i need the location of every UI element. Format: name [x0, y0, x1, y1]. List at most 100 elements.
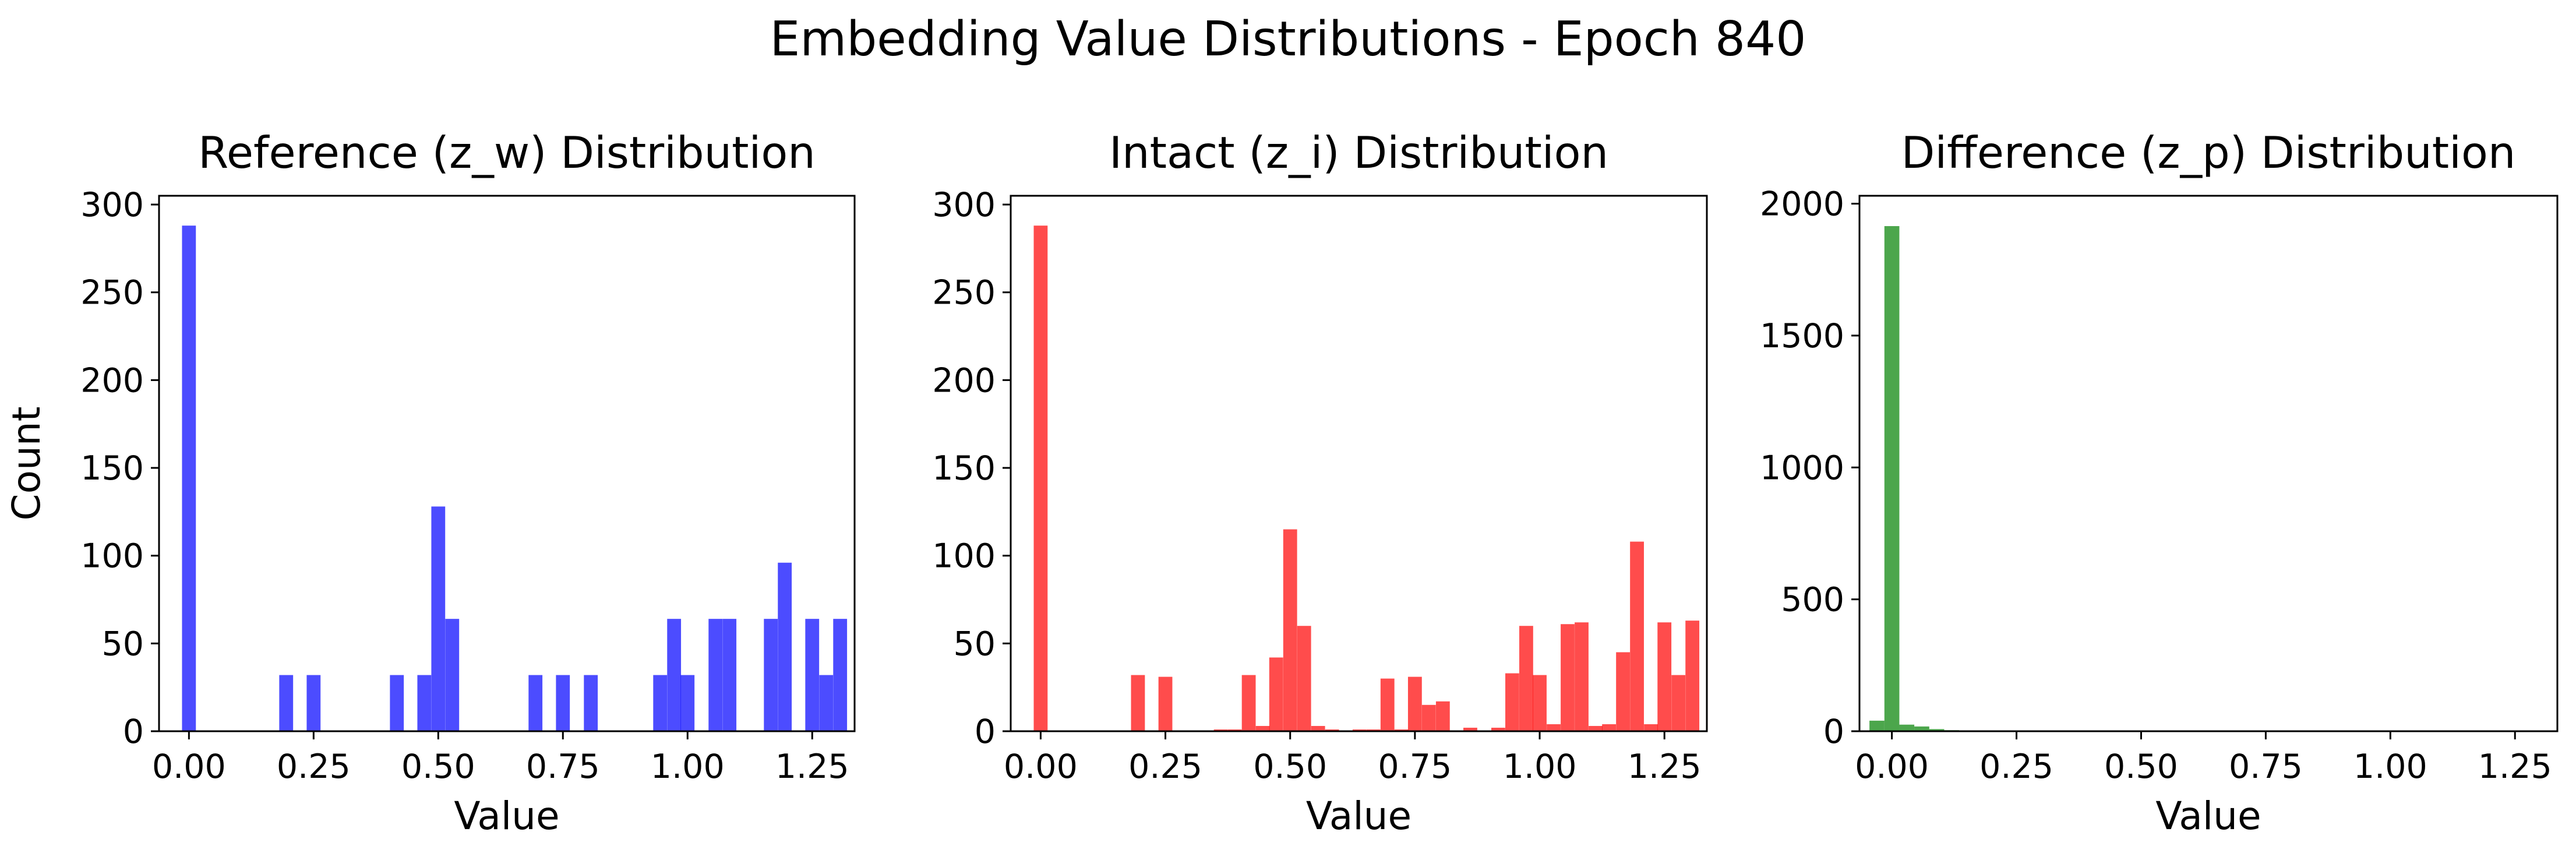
difference-histogram-bar	[1884, 226, 1900, 731]
reference-histogram-bar	[528, 675, 543, 731]
intact-x-tick-label: 0.25	[1128, 748, 1202, 786]
intact-distribution-panel: 0.00 0.25 0.50 0.75 1.00 1.25 0 50 100 150 200 250 3…	[932, 127, 1708, 838]
reference-bars	[182, 225, 848, 731]
intact-histogram-bar	[1311, 725, 1325, 731]
intact-histogram-bar	[1657, 622, 1672, 731]
intact-histogram-bar	[1435, 701, 1450, 731]
reference-y-axis-label: Count	[4, 406, 49, 520]
intact-histogram-bar	[1589, 725, 1603, 731]
reference-histogram-bar	[417, 675, 432, 731]
intact-histogram-bar	[1407, 676, 1422, 731]
intact-histogram-bar	[1519, 626, 1533, 731]
reference-histogram-bar	[805, 619, 820, 731]
reference-histogram-bar	[182, 225, 196, 731]
figure-title: Embedding Value Distributions - Epoch 84…	[770, 12, 1806, 67]
difference-x-tick-label: 0.50	[2104, 748, 2178, 786]
intact-histogram-bar	[1547, 724, 1561, 731]
reference-y-tick-label: 50	[101, 625, 144, 663]
reference-histogram-bar	[279, 675, 294, 731]
difference-bars	[1869, 226, 2019, 731]
intact-y-tick-label: 0	[975, 713, 996, 751]
difference-y-tick-label: 500	[1781, 581, 1844, 619]
difference-histogram-bar	[1869, 720, 1885, 731]
difference-x-tick-label: 0.00	[1855, 748, 1929, 786]
reference-y-tick-label: 300	[80, 186, 144, 224]
reference-histogram-bar	[778, 562, 792, 731]
intact-x-axis-label: Value	[1306, 794, 1411, 838]
reference-histogram-bar	[764, 619, 778, 731]
intact-histogram-bar	[1575, 622, 1589, 731]
reference-y-tick-label: 0	[123, 713, 144, 751]
difference-y-tick-label: 0	[1823, 713, 1844, 751]
intact-y-tick-label: 100	[932, 537, 996, 576]
difference-x-tick-label: 0.75	[2229, 748, 2303, 786]
difference-x-tick-label: 1.25	[2478, 748, 2552, 786]
reference-histogram-bar	[833, 619, 848, 731]
intact-histogram-bar	[1644, 724, 1658, 731]
intact-histogram-bar	[1241, 675, 1256, 731]
reference-x-tick-label: 0.25	[277, 748, 351, 786]
intact-histogram-bar	[1297, 626, 1311, 731]
intact-histogram-bar	[1602, 724, 1616, 731]
reference-histogram-bar	[556, 675, 570, 731]
difference-axes-frame	[1858, 195, 2559, 732]
intact-y-tick-label: 200	[932, 361, 996, 400]
intact-histogram-bar	[1505, 673, 1519, 731]
intact-histogram-bar	[1352, 729, 1367, 731]
difference-x-tick-label: 0.25	[1979, 748, 2053, 786]
reference-histogram-bar	[390, 675, 404, 731]
difference-distribution-panel: 0.00 0.25 0.50 0.75 1.00 1.25 0 500 1000 1500 2000…	[1760, 127, 2559, 838]
reference-x-tick-label: 1.00	[651, 748, 725, 786]
reference-histogram-bar	[722, 619, 737, 731]
difference-x-axis-label: Value	[2155, 794, 2261, 838]
difference-histogram-bar	[1899, 724, 1915, 731]
reference-x-tick-label: 0.75	[526, 748, 600, 786]
intact-y-tick-label: 300	[932, 186, 996, 224]
reference-histogram-bar	[431, 506, 446, 731]
reference-subplot-title: Reference (z_w) Distribution	[198, 127, 816, 178]
intact-histogram-bar	[1394, 729, 1409, 731]
reference-histogram-bar	[653, 675, 668, 731]
intact-histogram-bar	[1255, 725, 1270, 731]
intact-histogram-bar	[1380, 678, 1395, 731]
intact-x-tick-label: 0.50	[1253, 748, 1327, 786]
intact-histogram-bar	[1325, 729, 1339, 731]
difference-y-tick-label: 2000	[1760, 185, 1844, 224]
reference-x-tick-label: 1.25	[775, 748, 849, 786]
difference-histogram-bar	[1929, 729, 1945, 731]
reference-histogram-bar	[819, 675, 834, 731]
intact-histogram-bar	[1033, 225, 1048, 731]
reference-y-tick-label: 250	[80, 274, 144, 312]
intact-histogram-bar	[1671, 675, 1686, 731]
reference-x-tick-label: 0.50	[401, 748, 475, 786]
difference-y-tick-label: 1500	[1760, 317, 1844, 355]
intact-histogram-bar	[1227, 729, 1242, 731]
intact-histogram-bar	[1283, 529, 1297, 731]
reference-x-axis-label: Value	[454, 794, 559, 838]
intact-histogram-bar	[1366, 729, 1381, 731]
intact-x-tick-label: 0.75	[1378, 748, 1452, 786]
intact-histogram-bar	[1463, 727, 1477, 731]
intact-histogram-bar	[1421, 704, 1436, 731]
difference-histogram-bar	[1914, 726, 1929, 731]
reference-histogram-bar	[667, 619, 682, 731]
intact-subplot-title: Intact (z_i) Distribution	[1109, 127, 1608, 178]
reference-x-tick-label: 0.00	[152, 748, 226, 786]
intact-x-tick-label: 1.00	[1503, 748, 1577, 786]
intact-axes-frame	[1010, 195, 1708, 732]
reference-y-tick-label: 200	[80, 361, 144, 400]
intact-histogram-bar	[1630, 541, 1644, 731]
intact-histogram-bar	[1213, 729, 1228, 731]
intact-bars	[1033, 225, 1700, 731]
intact-x-tick-label: 1.25	[1628, 748, 1702, 786]
intact-histogram-bar	[1533, 675, 1547, 731]
intact-histogram-bar	[1131, 675, 1145, 731]
reference-histogram-bar	[445, 619, 460, 731]
reference-histogram-bar	[306, 675, 321, 731]
intact-y-tick-label: 250	[932, 274, 996, 312]
intact-histogram-bar	[1561, 624, 1575, 731]
difference-x-tick-label: 1.00	[2353, 748, 2427, 786]
reference-distribution-panel: 0.00 0.25 0.50 0.75 1.00 1.25 0 50 100 150 200 250 3…	[4, 127, 856, 838]
intact-x-tick-label: 0.00	[1004, 748, 1078, 786]
